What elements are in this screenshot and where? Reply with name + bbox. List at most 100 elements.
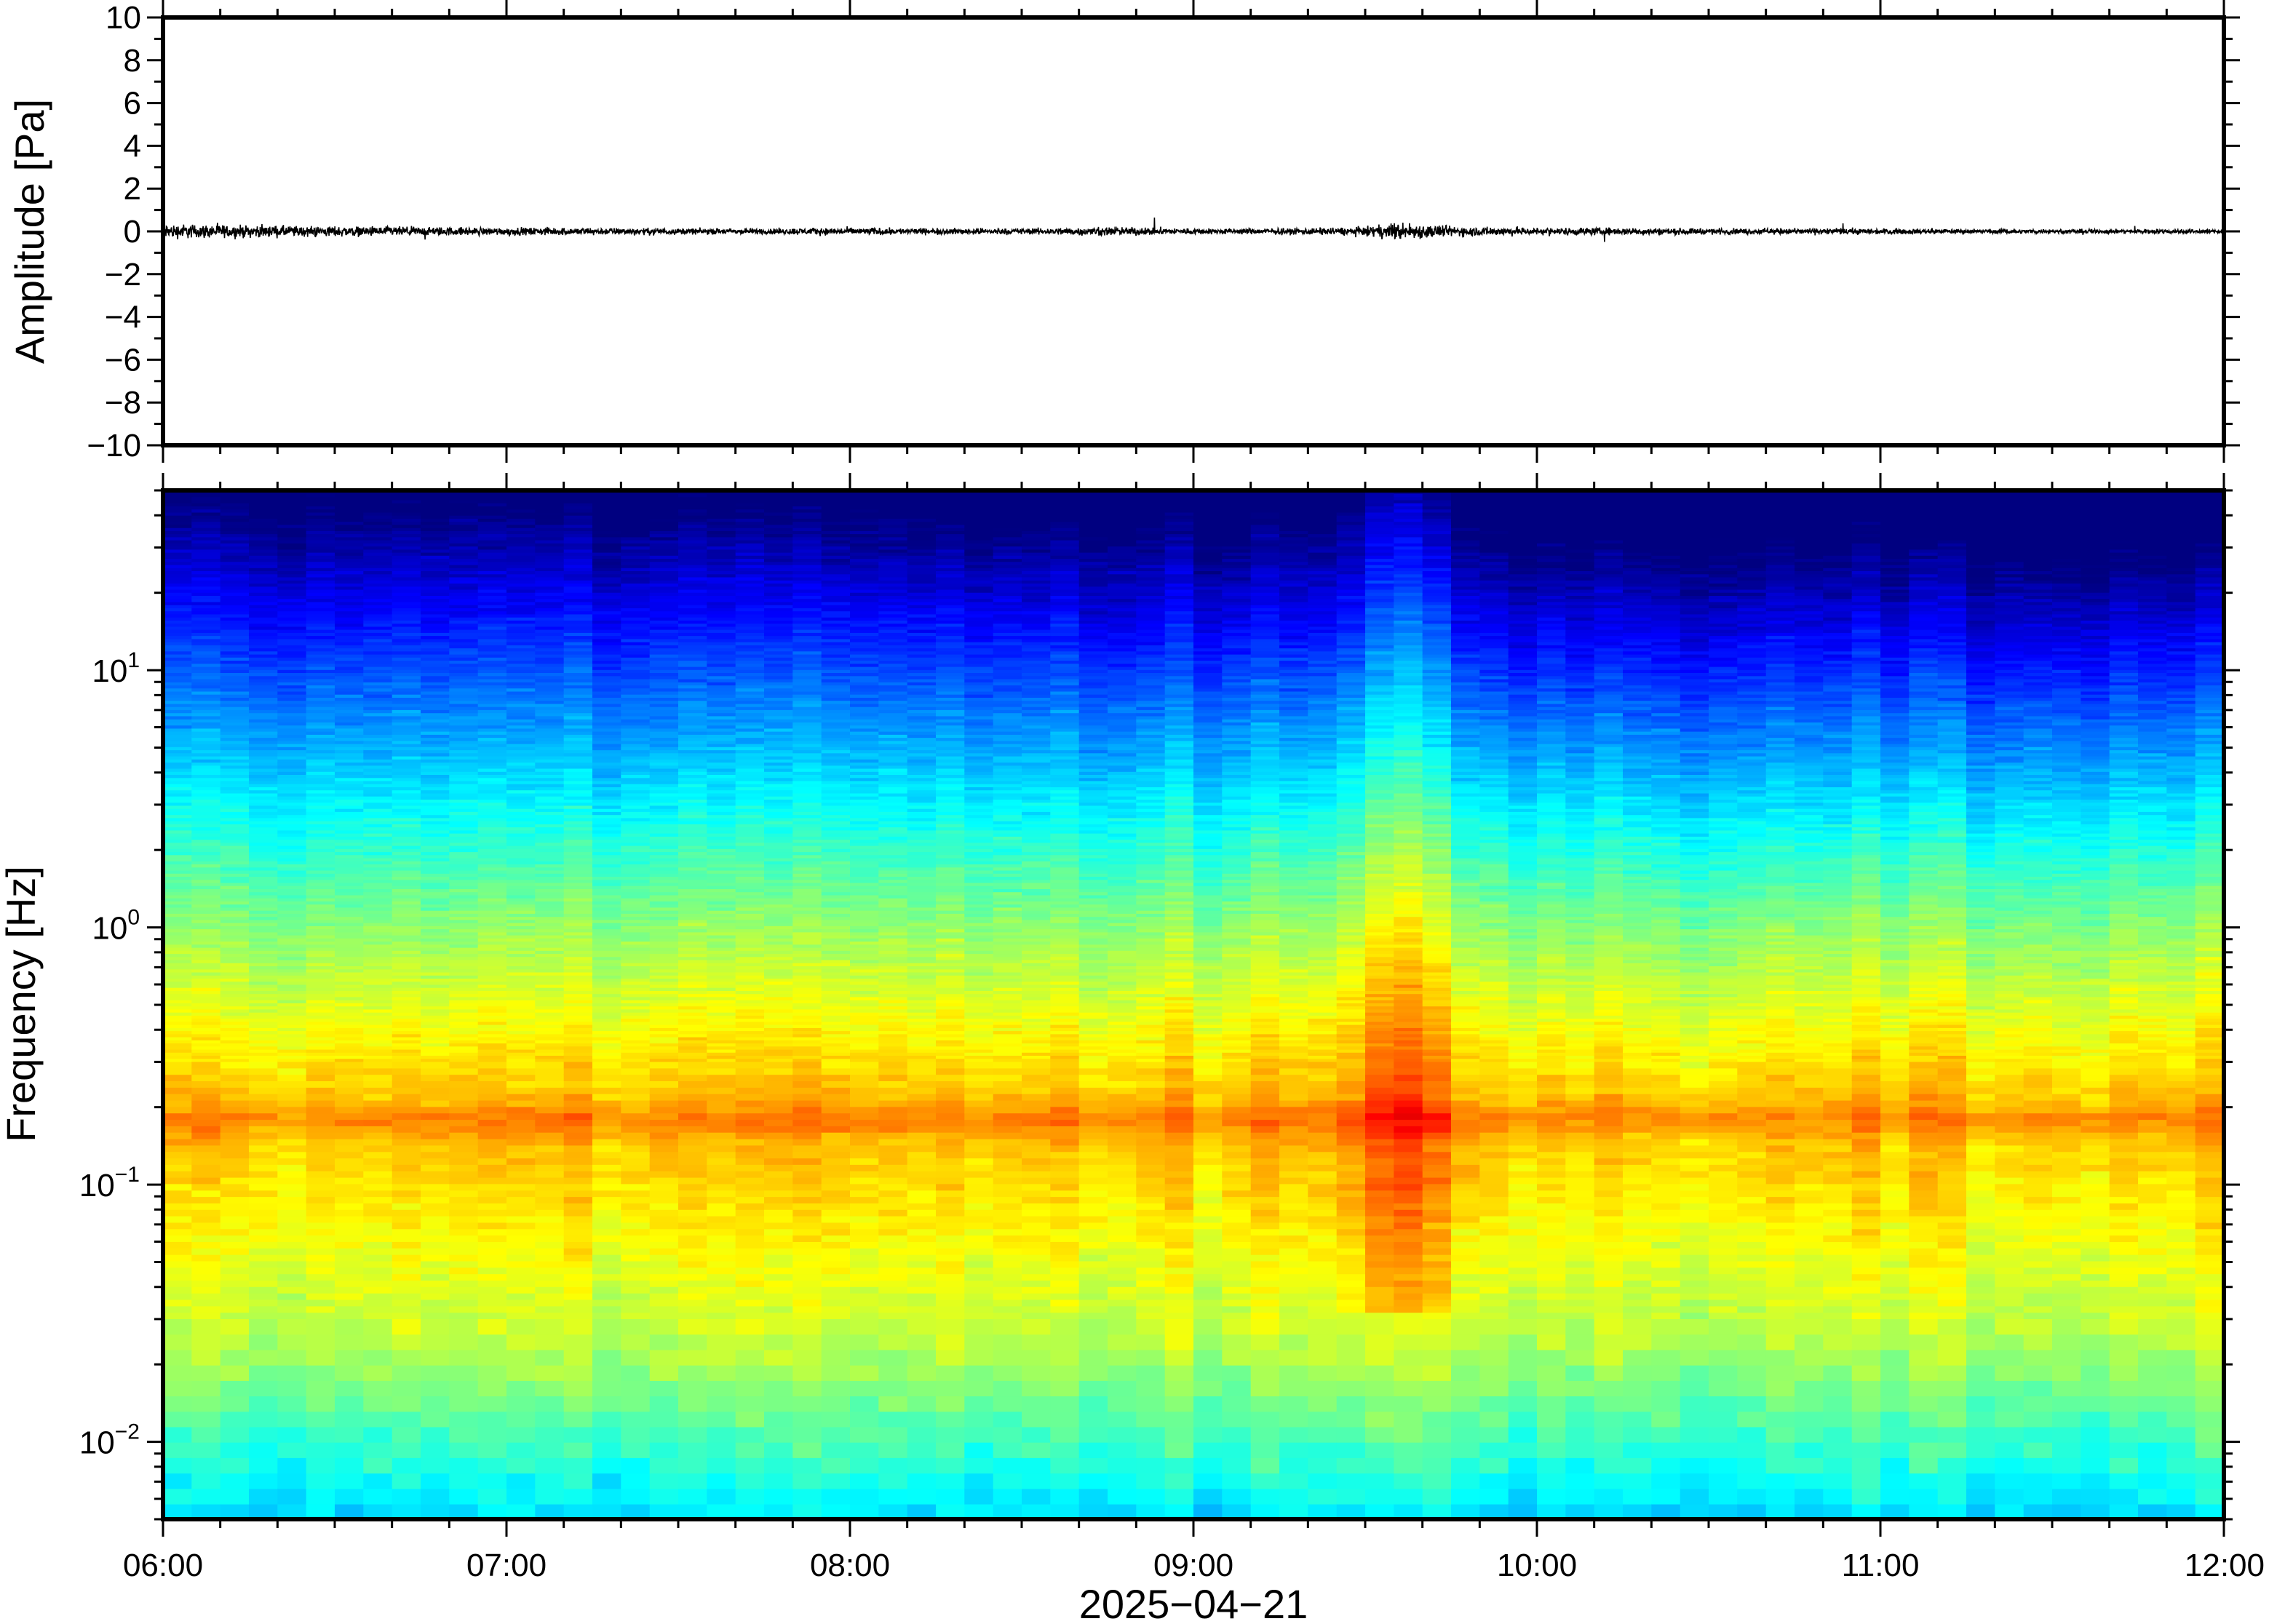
spectrogram-cell [678, 1235, 708, 1242]
spectrogram-cell [649, 981, 679, 985]
spectrogram-cell [678, 663, 708, 667]
spectrogram-cell [306, 1036, 335, 1040]
spectrogram-cell [707, 1196, 736, 1203]
spectrogram-cell [392, 1030, 421, 1035]
spectrogram-cell [191, 583, 221, 587]
spectrogram-cell [621, 832, 651, 837]
spectrogram-cell [506, 638, 536, 642]
spectrogram-cell [535, 552, 565, 556]
spectrogram-cell [335, 1503, 365, 1519]
spectrogram-cell [421, 851, 450, 856]
spectrogram-cell [477, 771, 507, 775]
spectrogram-cell [621, 885, 651, 889]
spectrogram-cell [506, 718, 536, 723]
spectrogram-cell [707, 1119, 736, 1126]
spectrogram-cell [506, 737, 536, 741]
spectrogram-cell [335, 1334, 365, 1350]
spectrogram-cell [592, 854, 622, 859]
spectrogram-cell [249, 616, 279, 621]
spectrogram-cell [592, 1021, 622, 1025]
spectrogram-cell [621, 1473, 651, 1489]
spectrogram-cell [421, 743, 450, 747]
spectrogram-cell [592, 1441, 622, 1458]
spectrogram-cell [678, 1267, 708, 1275]
spectrogram-cell [621, 737, 651, 741]
spectrogram-cell [277, 904, 307, 908]
spectrogram-cell [392, 1151, 421, 1159]
spectrogram-cell [335, 1151, 365, 1159]
spectrogram-cell [335, 564, 365, 568]
spectrogram-cell [678, 543, 708, 547]
spectrogram-cell [249, 503, 279, 506]
spectrogram-cell [649, 768, 679, 772]
spectrogram-cell [306, 1048, 335, 1053]
spectrogram-heatmap [163, 490, 2224, 1519]
spectrogram-cell [563, 1364, 593, 1381]
spectrogram-cell [506, 1177, 536, 1185]
spectrogram-cell [735, 944, 765, 948]
spectrogram-cell [535, 842, 565, 846]
spectrogram-cell [506, 1503, 536, 1519]
spectrogram-cell [506, 1033, 536, 1038]
spectrogram-cell [392, 601, 421, 605]
spectrogram-cell [249, 824, 279, 828]
spectrogram-cell [306, 697, 335, 701]
spectrogram-cell [535, 1018, 565, 1022]
spectrogram-cell [707, 975, 736, 979]
spectrogram-cell [191, 1305, 221, 1313]
spectrogram-cell [335, 589, 365, 593]
spectrogram-cell [163, 975, 193, 979]
spectrogram-cell [477, 749, 507, 754]
spectrogram-cell [563, 564, 593, 568]
spectrogram-cell [535, 1241, 565, 1249]
spectrogram-cell [335, 926, 365, 930]
spectrogram-cell [477, 1094, 507, 1101]
spectrogram-cell [592, 586, 622, 590]
spectrogram-cell [449, 536, 479, 541]
spectrogram-cell [220, 1273, 250, 1281]
spectrogram-cell [191, 638, 221, 642]
spectrogram-cell [563, 907, 593, 911]
spectrogram-cell [306, 836, 335, 840]
spectrogram-cell [707, 1080, 736, 1088]
spectrogram-cell [306, 968, 335, 973]
spectrogram-cell [621, 894, 651, 899]
spectrogram-cell [306, 1215, 335, 1223]
spectrogram-cell [421, 1254, 450, 1262]
spectrogram-cell [563, 697, 593, 701]
spectrogram-cell [277, 1235, 307, 1242]
spectrogram-cell [449, 752, 479, 757]
spectrogram-cell [191, 524, 221, 528]
spectrogram-cell [707, 503, 736, 506]
spectrogram-cell [392, 885, 421, 889]
spectrogram-cell [277, 1260, 307, 1268]
spectrogram-cell [621, 1067, 651, 1075]
spectrogram-cell [735, 1334, 765, 1350]
spectrogram-cell [277, 845, 307, 849]
spectrogram-cell [535, 641, 565, 645]
spectrogram-cell [563, 573, 593, 578]
spectrogram-cell [506, 839, 536, 843]
spectrogram-cell [477, 632, 507, 637]
spectrogram-cell [621, 1158, 651, 1165]
spectrogram-cell [449, 700, 479, 704]
spectrogram-cell [277, 792, 307, 797]
spectrogram-cell [707, 876, 736, 880]
spectrogram-cell [707, 682, 736, 685]
spectrogram-cell [163, 632, 193, 637]
spectrogram-cell [392, 851, 421, 856]
spectrogram-cell [363, 499, 393, 503]
spectrogram-cell [563, 749, 593, 754]
spectrogram-cell [220, 857, 250, 861]
spectrogram-cell [277, 808, 307, 812]
spectrogram-cell [191, 1248, 221, 1255]
spectrogram-cell [592, 916, 622, 920]
spectrogram-cell [649, 845, 679, 849]
spectrogram-cell [277, 715, 307, 720]
spectrogram-cell [477, 722, 507, 726]
spectrogram-cell [649, 1132, 679, 1139]
spectrogram-cell [249, 861, 279, 864]
spectrogram-cell [678, 1106, 708, 1114]
spectrogram-cell [678, 1112, 708, 1121]
spectrogram-cell [392, 777, 421, 781]
